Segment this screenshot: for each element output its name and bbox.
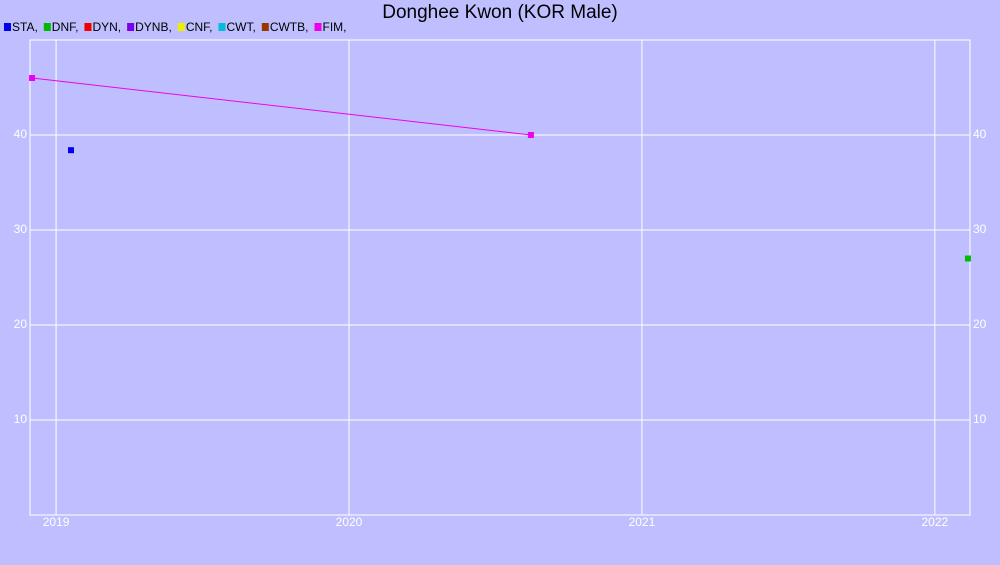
y-tick-label: 10	[14, 412, 28, 426]
legend-label: DYN,	[92, 20, 121, 34]
legend-swatch	[261, 23, 269, 31]
legend-label: DYNB,	[135, 20, 172, 34]
legend-swatch	[4, 23, 11, 31]
y-tick-label-right: 40	[973, 127, 987, 141]
series-line	[31, 77, 531, 136]
legend-label: FIM,	[322, 20, 346, 34]
plot-area	[29, 39, 971, 516]
legend-swatch	[218, 23, 226, 31]
data-point	[964, 255, 971, 262]
x-tick-label: 2021	[629, 515, 656, 529]
legend-label: STA,	[12, 20, 38, 34]
legend-label: CWTB,	[270, 20, 309, 34]
y-tick-label-right: 30	[973, 222, 987, 236]
legend-swatch	[127, 23, 135, 31]
x-tick-label: 2020	[336, 515, 363, 529]
chart-title: Donghee Kwon (KOR Male)	[382, 2, 618, 23]
y-tick-label: 20	[14, 317, 28, 331]
y-tick-label-right: 10	[973, 412, 987, 426]
legend-swatch	[84, 23, 92, 31]
legend-swatch	[314, 23, 322, 31]
x-tick-label: 2022	[921, 515, 948, 529]
legend-label: DNF,	[52, 20, 79, 34]
legend-swatch	[43, 23, 51, 31]
legend-swatch	[177, 23, 185, 31]
x-tick-label: 2019	[43, 515, 70, 529]
legend-label: CNF,	[186, 20, 213, 34]
y-tick-label: 40	[14, 127, 28, 141]
data-point	[68, 147, 75, 154]
y-tick-label: 30	[14, 222, 28, 236]
y-tick-label-right: 20	[973, 317, 987, 331]
legend-label: CWT,	[226, 20, 255, 34]
data-point	[527, 132, 534, 138]
data-point	[29, 75, 36, 81]
